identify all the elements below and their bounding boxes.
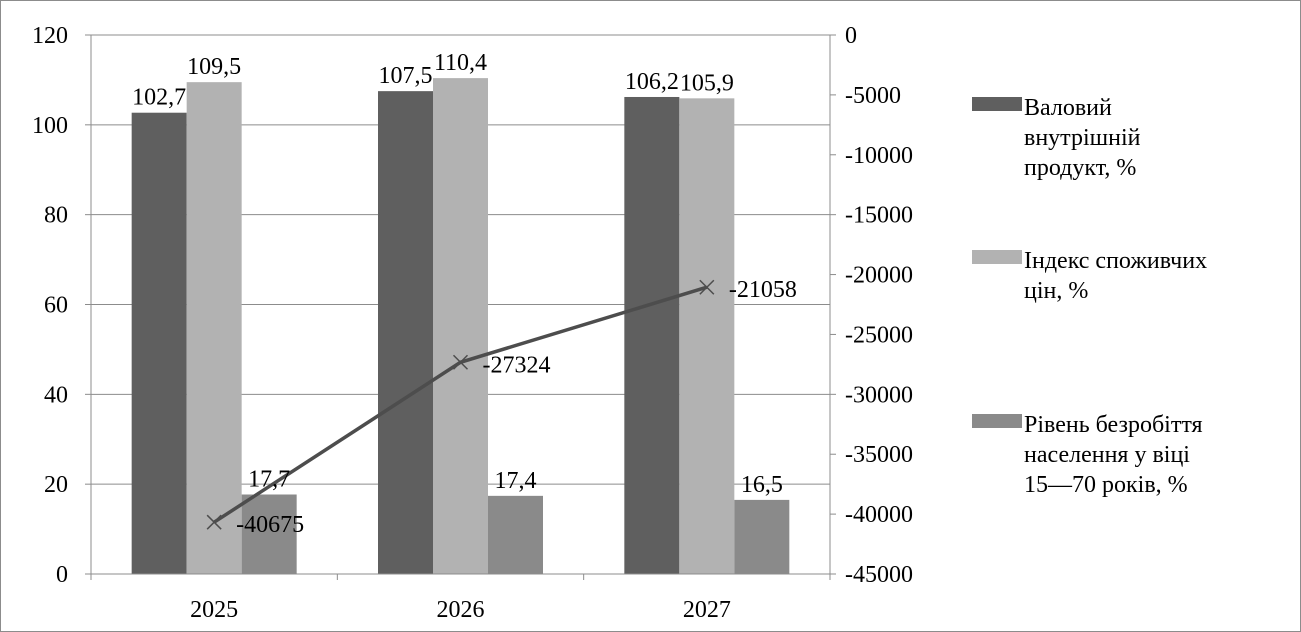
right-tick-label: -40000	[845, 502, 913, 528]
right-tick-label: -5000	[845, 83, 901, 109]
bar	[241, 494, 297, 574]
right-tick-label: -20000	[845, 263, 913, 289]
right-tick-label: -25000	[845, 322, 913, 348]
bar	[131, 112, 187, 574]
x-tick-label: 2027	[683, 597, 731, 623]
bar-data-label: 105,9	[680, 70, 734, 96]
bar	[186, 82, 242, 574]
line-point-marker	[206, 514, 222, 530]
x-tick-label: 2026	[437, 597, 485, 623]
line-point-marker	[452, 354, 469, 370]
line-series	[206, 279, 715, 530]
x-marker-stroke	[452, 354, 469, 370]
right-tick-label: -45000	[845, 562, 913, 588]
axes: 0 20 40 60 80 100 120 -45000 -40000 -35000 -30000 -…	[32, 23, 913, 623]
x-marker-stroke	[699, 279, 715, 295]
bar	[488, 495, 543, 574]
legend-swatch	[972, 250, 1022, 264]
legend-label: Рівень безробіття	[1024, 412, 1203, 438]
right-tick-label: -35000	[845, 442, 913, 468]
left-tick-label: 20	[44, 472, 68, 498]
line-data-label: -21058	[729, 277, 797, 303]
line-data-label: -40675	[236, 512, 304, 538]
bar-data-label: 102,7	[132, 85, 186, 111]
bar	[624, 96, 680, 575]
bar	[734, 499, 790, 574]
x-tick-label: 2025	[190, 597, 238, 623]
left-tick-label: 80	[44, 203, 68, 229]
legend-swatch	[972, 414, 1022, 428]
legend-label: Індекс споживчих	[1024, 248, 1207, 274]
bar-data-label: 17,4	[495, 468, 537, 494]
bar-data-label: 17,7	[248, 466, 290, 492]
legend-label: Валовий	[1024, 95, 1112, 121]
legend-label: 15—70 років, %	[1024, 472, 1188, 498]
right-tick-label: 0	[845, 23, 857, 49]
legend: Валовий внутрішній продукт, % Індекс спожив…	[972, 95, 1207, 498]
x-marker-stroke	[206, 514, 222, 530]
line-point-marker	[699, 279, 715, 295]
right-tick-label: -10000	[845, 143, 913, 169]
legend-label: цін, %	[1024, 278, 1088, 304]
legend-swatch	[972, 97, 1022, 111]
bar-data-label: 106,2	[625, 69, 679, 95]
line-data-label: -27324	[483, 352, 551, 378]
legend-label: внутрішній	[1024, 125, 1141, 151]
right-tick-label: -30000	[845, 382, 913, 408]
bar	[679, 98, 735, 575]
bar	[378, 91, 433, 574]
left-tick-label: 0	[56, 562, 68, 588]
left-tick-label: 120	[32, 23, 68, 49]
bar-data-label: 110,4	[434, 50, 487, 76]
data-labels: 102,7 107,5 106,2 109,5 110,4 105,9 17,7 17,4 16…	[132, 50, 797, 538]
bar-data-label: 109,5	[187, 54, 241, 80]
bar-data-label: 16,5	[741, 472, 783, 498]
left-tick-label: 100	[32, 113, 68, 139]
bar-data-label: 107,5	[379, 63, 433, 89]
bar	[433, 78, 488, 575]
left-tick-label: 60	[44, 293, 68, 319]
bars	[131, 78, 790, 575]
legend-label: населення у віці	[1024, 442, 1190, 468]
right-tick-label: -15000	[845, 203, 913, 229]
left-tick-label: 40	[44, 382, 68, 408]
legend-label: продукт, %	[1024, 155, 1136, 181]
